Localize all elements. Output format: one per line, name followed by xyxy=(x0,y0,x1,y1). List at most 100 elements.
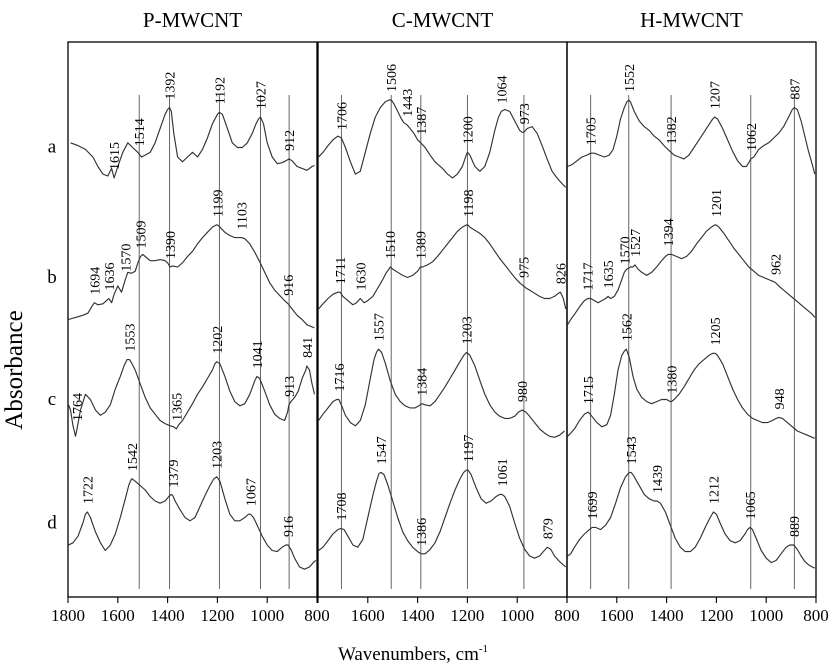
spectrum-h-mwcnt-a xyxy=(567,99,816,175)
peak-label: 1636 xyxy=(103,262,118,290)
peak-label: 1387 xyxy=(415,107,430,135)
spectrum-h-mwcnt-b xyxy=(567,224,816,326)
peak-label: 1510 xyxy=(384,231,399,259)
peak-label: 1061 xyxy=(496,458,511,486)
peak-label: 1392 xyxy=(164,72,179,100)
peak-label: 1542 xyxy=(126,443,141,471)
peak-label: 1706 xyxy=(335,102,350,130)
peak-label: 1207 xyxy=(709,81,724,109)
peak-label: 1711 xyxy=(334,257,349,284)
peak-label: 1562 xyxy=(620,313,635,341)
panel-title: C-MWCNT xyxy=(392,8,494,32)
peak-label: 1386 xyxy=(415,518,430,546)
x-axis-title-exponent: -1 xyxy=(479,643,488,655)
peak-label: 1379 xyxy=(167,459,182,487)
peak-label: 948 xyxy=(773,388,788,409)
row-label: d xyxy=(47,513,57,534)
x-tick-label: 1600 xyxy=(600,606,634,625)
peak-label: 1067 xyxy=(245,478,260,506)
x-axis-title-text: Wavenumbers, cm xyxy=(338,644,479,665)
peak-label: 889 xyxy=(788,516,803,537)
spectrum-c-mwcnt-c xyxy=(318,348,565,438)
peak-label: 973 xyxy=(518,103,533,124)
peak-label: 1201 xyxy=(710,189,725,217)
peak-label: 975 xyxy=(517,257,532,278)
x-tick-label: 1400 xyxy=(151,606,185,625)
peak-label: 962 xyxy=(770,254,785,275)
peak-label: 1389 xyxy=(414,231,429,259)
panel-title: P-MWCNT xyxy=(143,8,242,32)
row-label: c xyxy=(48,389,56,410)
peak-label: 1394 xyxy=(662,218,677,246)
peak-label: 916 xyxy=(282,275,297,296)
peak-label: 1705 xyxy=(585,117,600,145)
x-tick-label: 1000 xyxy=(749,606,783,625)
peak-label: 1197 xyxy=(462,435,477,462)
spectrum-c-mwcnt-a xyxy=(318,99,567,188)
peak-label: 1630 xyxy=(354,262,369,290)
spectrum-h-mwcnt-c xyxy=(567,348,816,439)
x-tick-label: 1200 xyxy=(450,606,484,625)
peak-label: 1062 xyxy=(745,123,760,151)
peak-label: 1200 xyxy=(461,116,476,144)
peak-label: 1198 xyxy=(462,190,477,217)
peak-label: 1699 xyxy=(586,491,601,519)
x-tick-label: 1000 xyxy=(250,606,284,625)
peak-label: 1694 xyxy=(88,267,103,295)
peak-label: 1514 xyxy=(133,118,148,146)
x-tick-label: 1000 xyxy=(500,606,534,625)
spectra-traces xyxy=(67,99,816,570)
peak-label: 1547 xyxy=(375,436,390,464)
peak-label: 980 xyxy=(516,381,531,402)
peak-label: 1202 xyxy=(211,326,226,354)
peak-label: 1103 xyxy=(236,202,251,229)
x-tick-label: 800 xyxy=(304,606,330,625)
peak-label: 1708 xyxy=(335,492,350,520)
peak-label: 841 xyxy=(301,337,316,358)
peak-label: 1715 xyxy=(582,376,597,404)
x-tick-label: 1600 xyxy=(101,606,135,625)
peak-label: 887 xyxy=(788,79,803,100)
peak-label: 1064 xyxy=(495,75,510,103)
peak-label: 1764 xyxy=(71,393,86,421)
peak-label: 1390 xyxy=(164,231,179,259)
peak-label: 1615 xyxy=(108,142,123,170)
peak-label: 1506 xyxy=(385,64,400,92)
y-axis-title: Absorbance xyxy=(1,310,28,429)
spectrum-p-mwcnt-d xyxy=(68,476,317,570)
peak-label: 1212 xyxy=(707,476,722,504)
peak-label: 1365 xyxy=(170,393,185,421)
panel-frame xyxy=(566,41,817,598)
spectrum-p-mwcnt-a xyxy=(70,107,315,179)
panel-title: H-MWCNT xyxy=(640,8,743,32)
x-axis-title: Wavenumbers, cm-1 xyxy=(338,643,488,665)
peak-label: 1552 xyxy=(623,64,638,92)
peak-label: 1722 xyxy=(81,476,96,504)
peak-label: 1380 xyxy=(666,366,681,394)
x-tick-label: 800 xyxy=(803,606,829,625)
row-labels: a b c d xyxy=(47,136,57,533)
peak-label: 1557 xyxy=(373,313,388,341)
x-tick-label: 1200 xyxy=(699,606,733,625)
x-axis-ticks: 1800 1600 1400 1200 1000 800 1600 1400 1200 1000 8… xyxy=(51,597,829,625)
spectrum-p-mwcnt-c xyxy=(67,359,316,437)
peak-label: 1439 xyxy=(651,465,666,493)
peak-label: 1635 xyxy=(602,260,617,288)
x-tick-label: 1600 xyxy=(351,606,385,625)
peak-label: 826 xyxy=(555,263,570,284)
x-tick-label: 800 xyxy=(554,606,580,625)
peak-label: 1570 xyxy=(119,244,134,272)
peak-label: 1203 xyxy=(461,316,476,344)
reference-lines xyxy=(138,95,795,589)
peak-label: 1543 xyxy=(625,436,640,464)
peak-label: 1384 xyxy=(416,368,431,396)
peak-label: 1027 xyxy=(255,81,270,109)
x-tick-label: 1400 xyxy=(650,606,684,625)
spectrum-h-mwcnt-d xyxy=(567,471,816,569)
peak-label: 1716 xyxy=(333,363,348,391)
x-tick-label: 1800 xyxy=(51,606,85,625)
peak-label: 1553 xyxy=(124,324,139,352)
peak-label: 1041 xyxy=(251,340,266,368)
peak-label: 1192 xyxy=(213,77,228,104)
